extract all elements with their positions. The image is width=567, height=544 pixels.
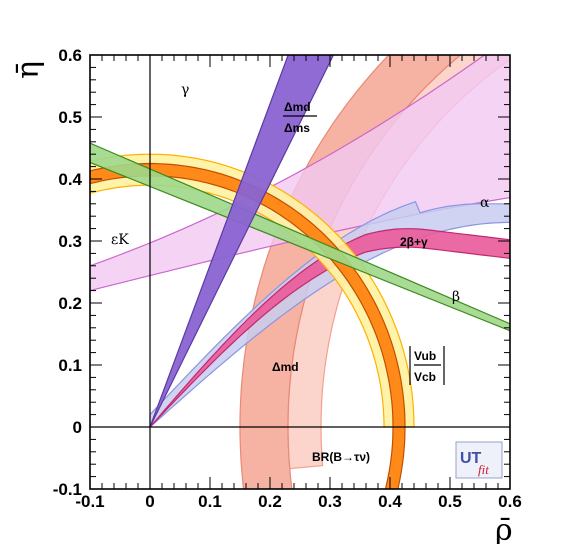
- plot-frame: [89, 54, 511, 490]
- vub-vcb-label: Vub Vcb: [409, 346, 445, 385]
- x-axis-title: ρ̄: [495, 513, 513, 544]
- y-tick-label: 0.3: [58, 232, 82, 251]
- y-tick-label: -0.1: [53, 480, 82, 499]
- x-tick-label: 0.4: [378, 492, 402, 511]
- gamma-label: γ: [181, 82, 189, 98]
- logo-text-main: UT: [460, 450, 482, 467]
- beta-label: β: [452, 289, 460, 305]
- x-tick-label: 0.2: [258, 492, 282, 511]
- vub-vcb-denominator: Vcb: [414, 370, 436, 384]
- utfit-logo: UT fit: [455, 441, 503, 479]
- dmd-label: Δmd: [272, 360, 299, 374]
- x-tick-label: 0.6: [498, 492, 522, 511]
- epsilon-k-label: εK: [111, 232, 129, 248]
- x-tick-label: 0.3: [318, 492, 342, 511]
- x-tick-label: -0.1: [75, 492, 104, 511]
- y-tick-label: 0.1: [58, 356, 82, 375]
- y-tick-label: 0.4: [58, 170, 82, 189]
- x-tick-label: 0: [145, 492, 154, 511]
- y-axis-title: η̄: [11, 61, 46, 79]
- vub-vcb-numerator: Vub: [414, 349, 436, 363]
- dmd-dms-denominator: Δms: [284, 121, 310, 135]
- y-tick-label: 0: [73, 418, 82, 437]
- beta-band: [90, 142, 510, 332]
- dmd-dms-numerator: Δmd: [284, 100, 311, 114]
- logo-frame: [455, 441, 503, 479]
- y-tick-label: 0.5: [58, 108, 82, 127]
- x-tick-label: 0.1: [198, 492, 222, 511]
- logo-text-sub: fit: [478, 462, 489, 477]
- x-tick-label: 0.5: [438, 492, 462, 511]
- dmd-dms-label: Δmd Δms: [283, 100, 317, 135]
- sin2beta-gamma-label: 2β+γ: [400, 235, 428, 249]
- gamma-band: [149, 55, 335, 428]
- y-tick-label: 0.2: [58, 294, 82, 313]
- dmd-band: [239, 55, 462, 489]
- constraint-bands: [90, 55, 510, 489]
- y-tick-label: 0.6: [58, 46, 82, 65]
- axes: -0.1 0 0.1 0.2 0.3 0.4 0.5 0.6 -0.1 0 0.1 0.2 0.3 0.4…: [53, 46, 522, 511]
- br-b-taunu-label: BR(B→τν): [312, 450, 370, 464]
- alpha-label: α: [480, 195, 490, 211]
